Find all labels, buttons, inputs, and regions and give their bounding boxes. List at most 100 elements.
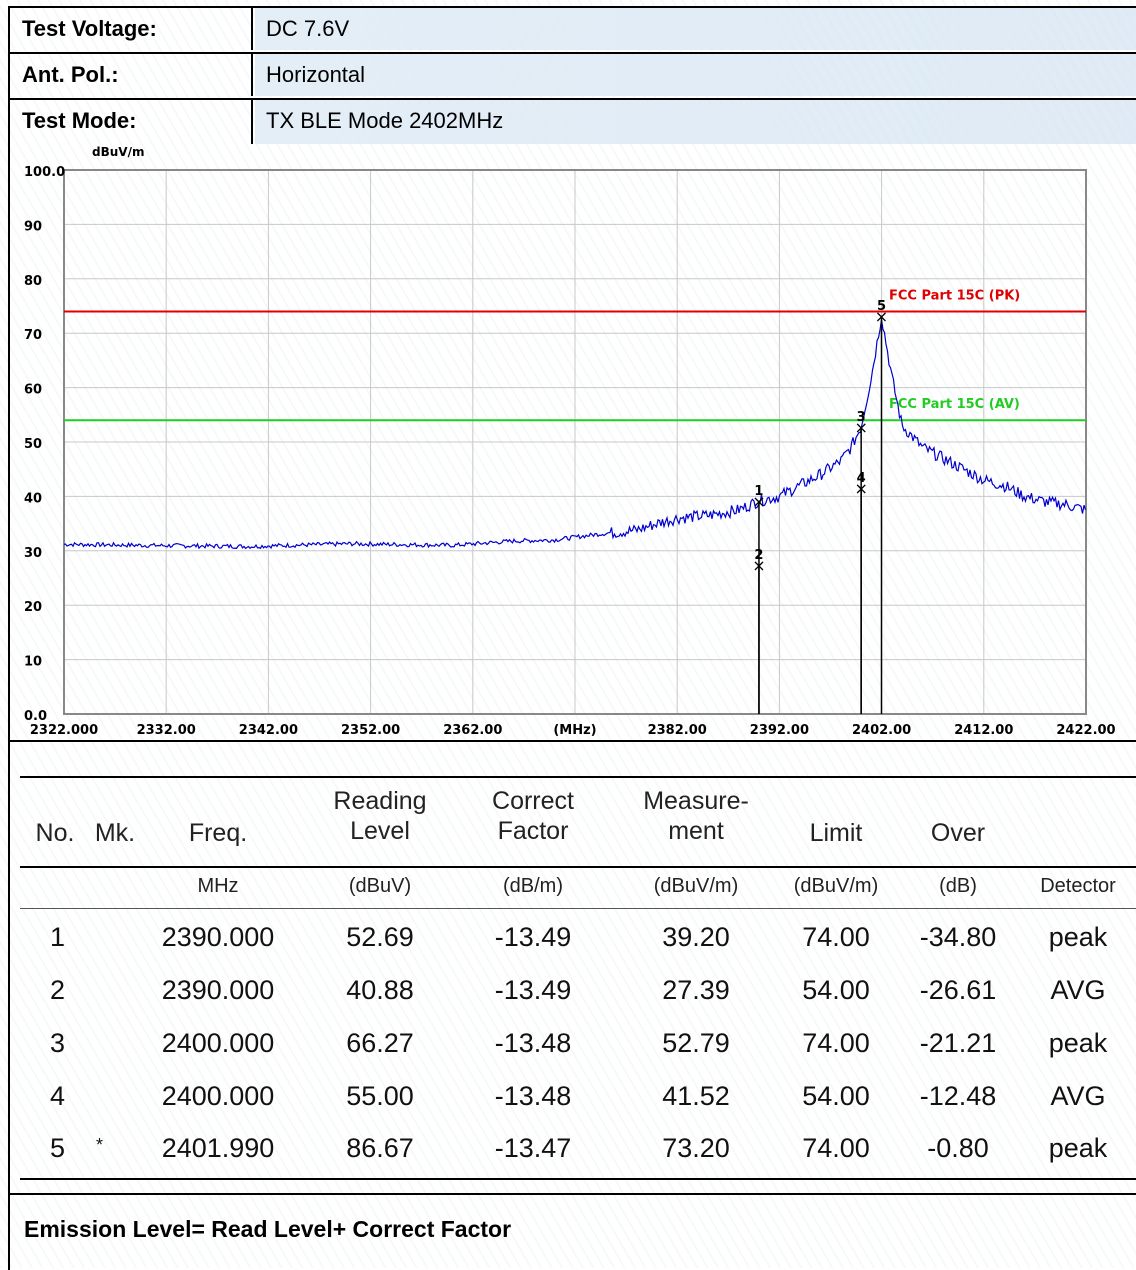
table-rule <box>20 1178 1136 1180</box>
table-cell: 41.52 <box>662 1081 730 1111</box>
x-tick-label: 2382.00 <box>648 723 707 738</box>
header-row-test-mode: Test Mode: TX BLE Mode 2402MHz <box>8 98 1136 144</box>
table-cell: -34.80 <box>919 922 997 952</box>
unit-cell: Detector <box>1040 875 1116 897</box>
header-value: TX BLE Mode 2402MHz <box>266 108 504 133</box>
table-cell: 2400.000 <box>161 1081 275 1111</box>
header-row-ant-pol: Ant. Pol.: Horizontal <box>8 52 1136 96</box>
table-rule <box>20 776 1136 778</box>
unit-cell: (dB/m) <box>503 875 563 897</box>
y-tick-label: 0.0 <box>24 709 47 724</box>
table-cell: 5 <box>50 1133 66 1163</box>
table-cell: -13.48 <box>494 1081 572 1111</box>
table-cell: 4 <box>50 1081 66 1111</box>
y-tick-label: 90 <box>24 219 42 234</box>
unit-cell: (dBuV/m) <box>793 875 879 897</box>
column-header: Over <box>930 819 986 847</box>
unit-cell: (dB) <box>939 875 977 897</box>
unit-cell: MHz <box>197 875 239 897</box>
table-cell: peak <box>1048 922 1108 952</box>
table-cell: 2390.000 <box>161 922 275 952</box>
table-cell: * <box>96 1135 104 1155</box>
x-tick-label: 2412.00 <box>954 723 1013 738</box>
x-tick-label: 2392.00 <box>750 723 809 738</box>
header-value-bg <box>255 8 1136 50</box>
table-cell: 52.69 <box>346 922 414 952</box>
x-tick-label: 2362.00 <box>443 723 502 738</box>
y-tick-label: 10 <box>24 655 42 670</box>
header-value-bg <box>255 54 1136 96</box>
table-cell: 74.00 <box>802 1133 870 1163</box>
marker-label: 2 <box>754 548 763 563</box>
table-cell: -0.80 <box>927 1133 989 1163</box>
marker-symbol: × <box>854 479 867 498</box>
table-cell: -21.21 <box>919 1028 997 1058</box>
footer-note: Emission Level= Read Level+ Correct Fact… <box>24 1216 512 1242</box>
table-cell: -12.48 <box>919 1081 997 1111</box>
table-cell: 2401.990 <box>161 1133 275 1163</box>
marker-label: 3 <box>857 410 866 425</box>
y-tick-label: 40 <box>24 491 42 506</box>
chart-table-divider <box>8 740 1136 742</box>
column-header: No. <box>35 819 75 847</box>
plot-frame <box>63 169 1087 715</box>
column-header: Freq. <box>188 819 248 847</box>
y-unit-label: dBuV/m <box>92 145 144 159</box>
marker-symbol: × <box>854 418 867 437</box>
unit-cell: (dBuV) <box>348 875 412 897</box>
unit-cell: (dBuV/m) <box>653 875 739 897</box>
table-cell: 2400.000 <box>161 1028 275 1058</box>
spectrum-chart: 0.0 10 20 30 40 50 60 70 80 90 100.0 dBuV/m 2322.000… <box>24 145 1116 738</box>
table-cell: 2 <box>50 975 66 1005</box>
marker-label: 5 <box>877 299 886 314</box>
column-header: Mk. <box>94 819 136 847</box>
table-cell: 55.00 <box>346 1081 414 1111</box>
table-cell: -13.48 <box>494 1028 572 1058</box>
y-tick-label: 60 <box>24 383 42 398</box>
table-cell: 52.79 <box>662 1028 730 1058</box>
marker-symbol: × <box>875 307 888 326</box>
table-cell: 1 <box>50 922 66 952</box>
table-rule <box>20 908 1136 909</box>
table-cell: 27.39 <box>662 975 730 1005</box>
marker-symbol: × <box>752 492 765 511</box>
table-cell: 40.88 <box>346 975 414 1005</box>
table-cell: 73.20 <box>662 1133 730 1163</box>
x-tick-label: (MHz) <box>553 723 596 738</box>
limit-line-label: FCC Part 15C (AV) <box>889 397 1020 412</box>
table-cell: -13.49 <box>494 975 572 1005</box>
y-tick-label: 50 <box>24 437 42 452</box>
x-tick-label: 2322.000 <box>30 723 98 738</box>
footer-divider <box>8 1193 1136 1195</box>
spectrum-trace <box>63 319 1087 550</box>
header-value: DC 7.6V <box>266 16 350 41</box>
x-tick-label: 2332.00 <box>137 723 196 738</box>
y-tick-label: 80 <box>24 274 42 289</box>
marker-symbol: × <box>752 556 765 575</box>
table-cell: peak <box>1048 1133 1108 1163</box>
y-tick-label: 20 <box>24 600 42 615</box>
column-header: Correct Factor <box>492 787 574 845</box>
table-cell: AVG <box>1050 1081 1106 1111</box>
x-tick-label: 2402.00 <box>852 723 911 738</box>
column-header: Limit <box>809 819 863 847</box>
header-value: Horizontal <box>266 62 366 87</box>
table-cell: 86.67 <box>346 1133 414 1163</box>
table-cell: 74.00 <box>802 1028 870 1058</box>
column-header: Reading Level <box>333 787 427 845</box>
header-label: Test Mode: <box>8 100 253 144</box>
table-cell: 54.00 <box>802 975 870 1005</box>
table-rule <box>20 866 1136 868</box>
limit-line-label: FCC Part 15C (PK) <box>889 288 1020 303</box>
table-cell: 39.20 <box>662 922 730 952</box>
x-tick-label: 2352.00 <box>341 723 400 738</box>
table-cell: 66.27 <box>346 1028 414 1058</box>
x-tick-label: 2342.00 <box>239 723 298 738</box>
table-cell: -13.49 <box>494 922 572 952</box>
table-cell: 74.00 <box>802 922 870 952</box>
table-cell: 2390.000 <box>161 975 275 1005</box>
marker-label: 1 <box>754 484 763 499</box>
table-cell: -13.47 <box>494 1133 572 1163</box>
table-cell: peak <box>1048 1028 1108 1058</box>
